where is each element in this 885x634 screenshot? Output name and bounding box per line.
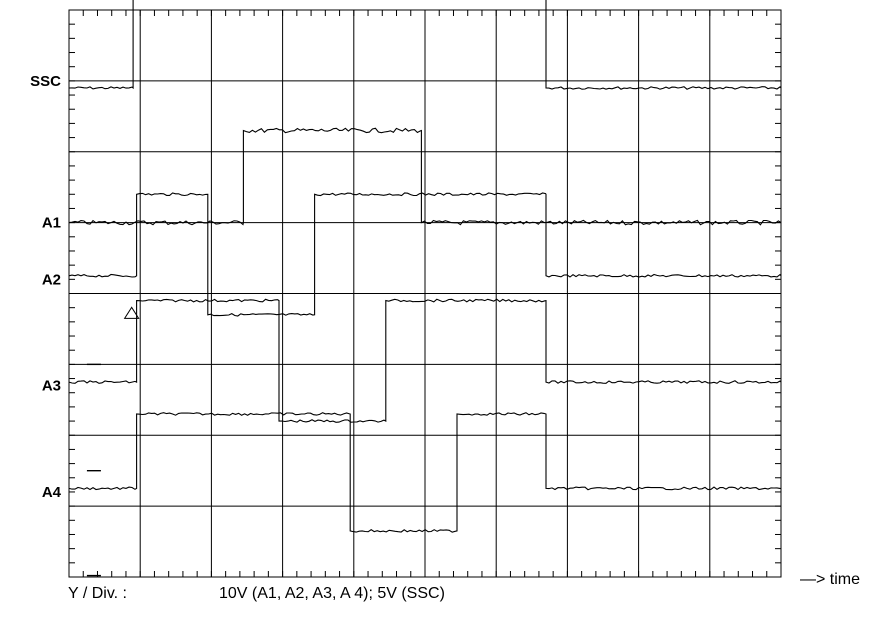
channel-label-a1: A1 <box>42 215 61 232</box>
trigger-marker-icon <box>123 306 140 319</box>
trace-a2 <box>68 192 782 317</box>
x-axis-label: —> time <box>800 571 860 588</box>
channel-label-ssc: SSC <box>30 73 61 90</box>
channel-label-a2: A2 <box>42 271 61 288</box>
y-scale-label: Y / Div. : <box>68 585 127 602</box>
channel-labels: SSC A1 A2 A3 A4 <box>30 73 61 501</box>
channel-label-a4: A4 <box>42 484 62 501</box>
grid <box>68 9 782 578</box>
markers <box>86 306 140 577</box>
trace-a3 <box>68 298 782 423</box>
traces <box>68 0 782 533</box>
y-scale-value: 10V (A1, A2, A3, A 4); 5V (SSC) <box>219 585 445 602</box>
trace-a4 <box>68 412 781 533</box>
trace-a1 <box>68 127 782 226</box>
trace-ssc <box>68 0 782 90</box>
channel-label-a3: A3 <box>42 378 61 395</box>
